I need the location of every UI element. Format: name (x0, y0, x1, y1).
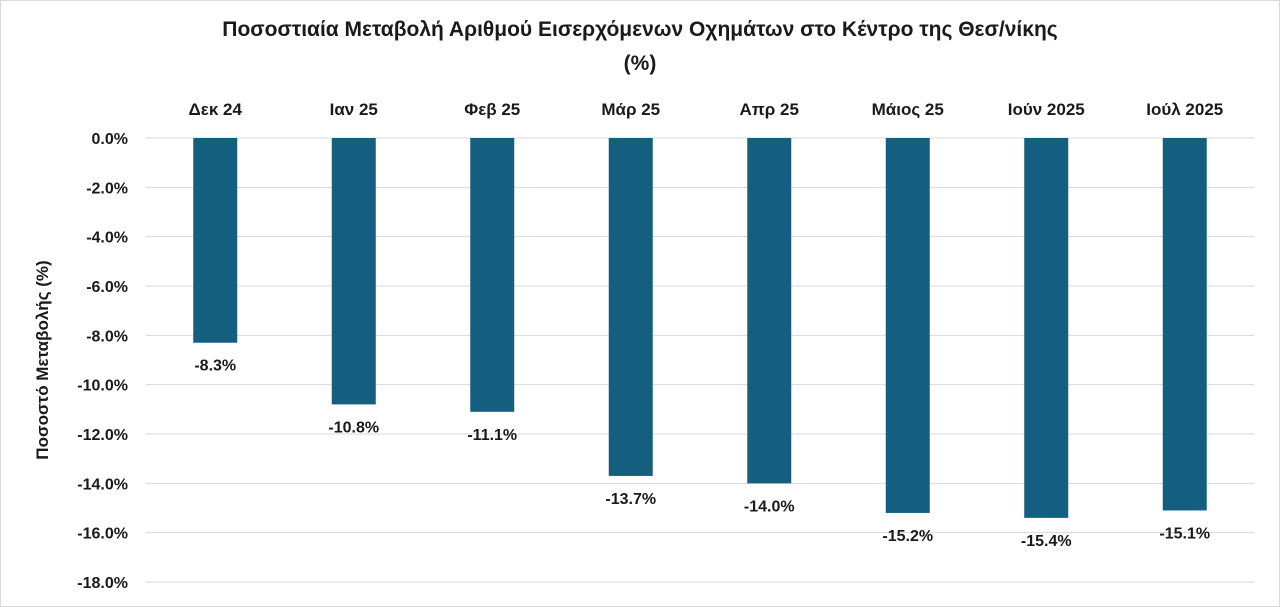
y-tick-label: -6.0% (86, 279, 128, 296)
data-label: -10.8% (328, 419, 379, 436)
category-label: Δεκ 24 (189, 100, 243, 119)
data-label: -15.4% (1021, 533, 1072, 550)
bar (1162, 138, 1207, 511)
y-tick-label: -8.0% (86, 328, 128, 345)
data-label: -13.7% (605, 491, 656, 508)
bar (608, 138, 653, 476)
data-label: -15.2% (882, 528, 933, 545)
y-tick-label: -10.0% (77, 378, 128, 395)
category-label: Μάιος 25 (872, 100, 944, 119)
chart-title: Ποσοστιαία Μεταβολή Αριθμού Εισερχόμενων… (222, 18, 1058, 41)
data-label: -8.3% (194, 358, 236, 375)
bar (885, 138, 930, 513)
gridlines (146, 137, 1254, 583)
y-tick-label: -16.0% (77, 526, 128, 543)
bar (1024, 138, 1069, 518)
y-tick-label: -4.0% (86, 230, 128, 247)
y-tick-label: -18.0% (77, 575, 128, 592)
category-label: Απρ 25 (740, 100, 799, 119)
data-label: -15.1% (1159, 525, 1210, 542)
category-label: Φεβ 25 (464, 100, 520, 119)
data-label: -14.0% (744, 498, 795, 515)
category-label: Μάρ 25 (601, 100, 660, 119)
category-label: Ιαν 25 (330, 100, 378, 119)
category-label: Ιούν 2025 (1008, 100, 1085, 119)
y-tick-label: -12.0% (77, 427, 128, 444)
y-axis-ticks: 0.0% -2.0% -4.0% -6.0% -8.0% -10.0% -12.0% -14.… (77, 131, 128, 592)
y-axis-title: Ποσοστό Μεταβολής (%) (33, 260, 52, 459)
bar (331, 138, 376, 405)
data-label: -11.1% (467, 427, 517, 444)
bar (747, 138, 792, 484)
bar (470, 138, 515, 412)
category-label: Ιούλ 2025 (1146, 100, 1223, 119)
data-labels: -8.3% -10.8% -11.1% -13.7% -14.0% -15.2% -15.4… (194, 358, 1210, 550)
y-tick-label: -14.0% (77, 476, 128, 493)
y-tick-label: 0.0% (92, 131, 128, 148)
y-tick-label: -2.0% (86, 180, 128, 197)
chart-title-unit: (%) (623, 52, 657, 75)
bar (193, 138, 238, 343)
category-labels: Δεκ 24 Ιαν 25 Φεβ 25 Μάρ 25 Απρ 25 Μάιος 25 Ιο… (189, 100, 1224, 119)
bars (193, 138, 1207, 518)
